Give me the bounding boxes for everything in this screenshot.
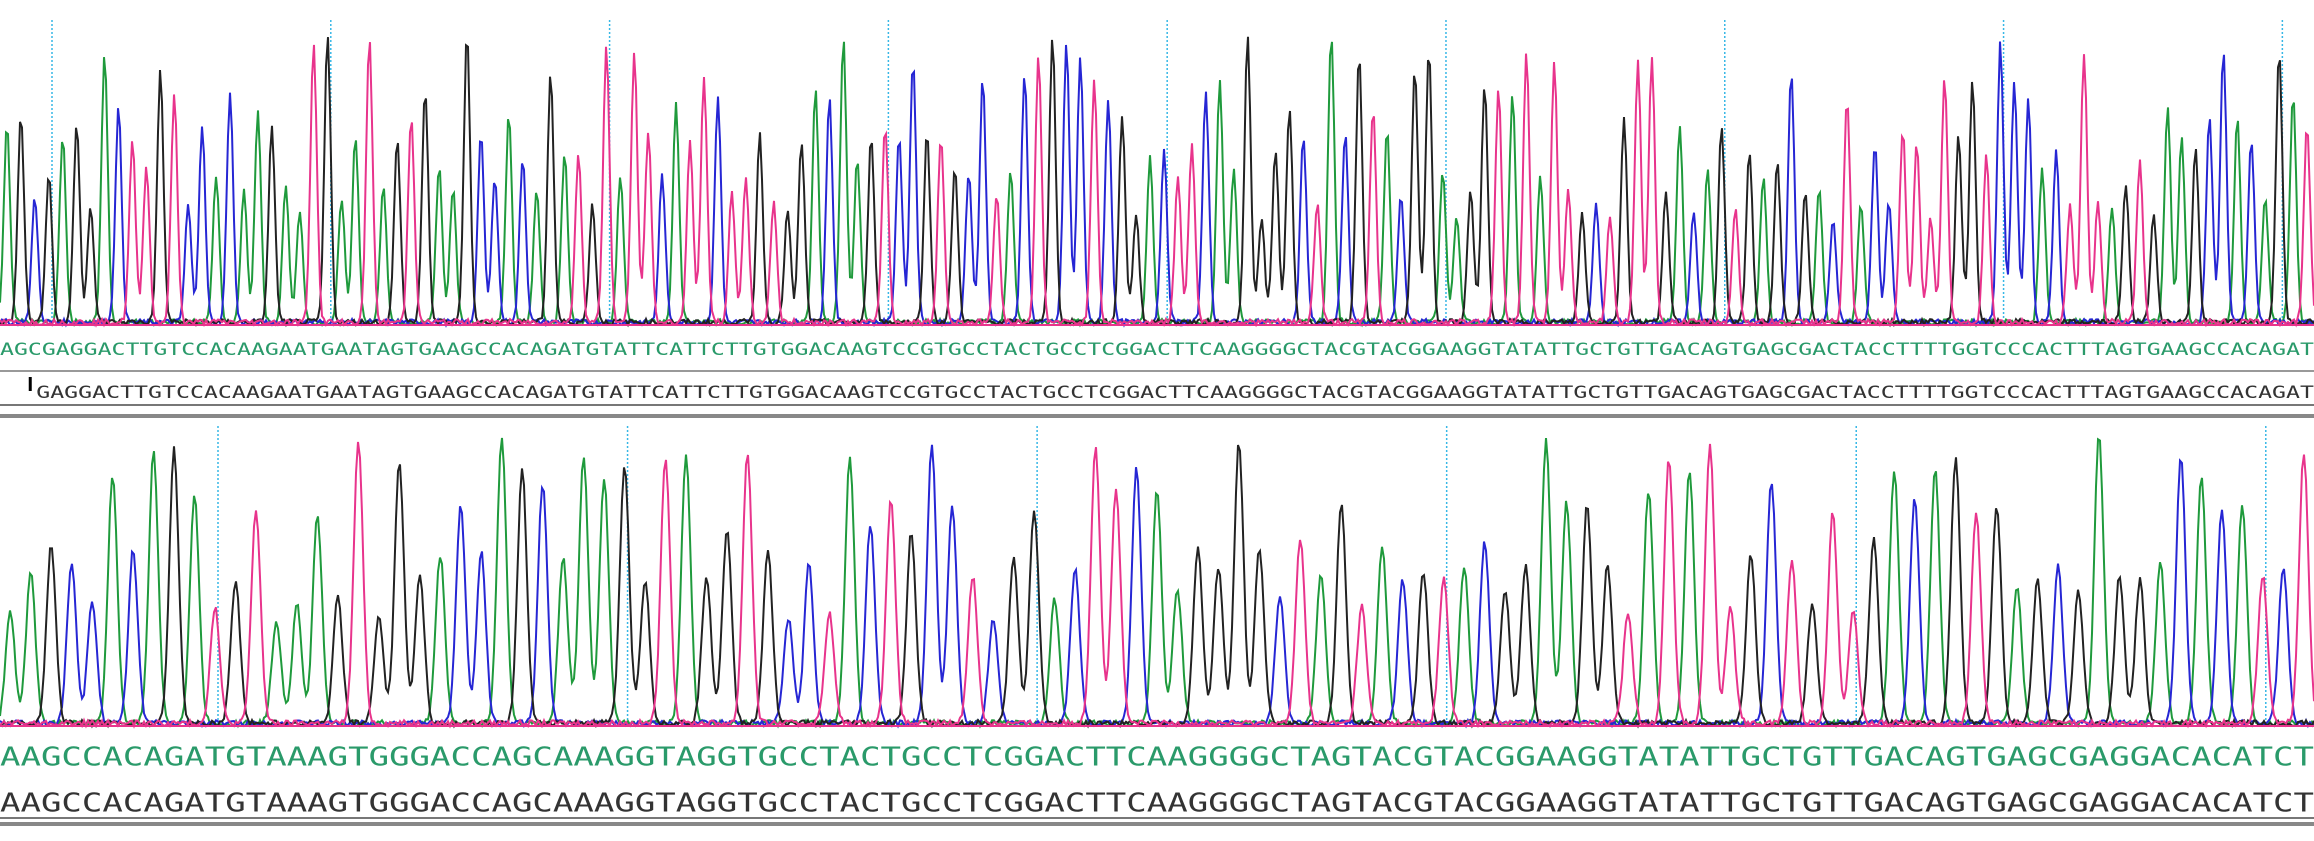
read-sequence: AAGCCACAGATGTAAAGTGGGACCAGCAAAGGTAGGTGCC…: [0, 743, 2314, 773]
reference-sequence: GAGGACTTGTCCACAAGAATGAATAGTGAAGCCACAGATG…: [36, 383, 2314, 403]
trace: [0, 42, 2314, 328]
read-sequence: AGCGAGGACTTGTCCACAAGAATGAATAGTGAAGCCACAG…: [0, 340, 2314, 360]
trace: [0, 41, 2314, 328]
trace: [0, 41, 2314, 328]
trace: [0, 441, 2314, 729]
reference-sequence: AAGCCACAGATGTAAAGTGGGACCAGCAAAGGTAGGTGCC…: [0, 789, 2314, 819]
